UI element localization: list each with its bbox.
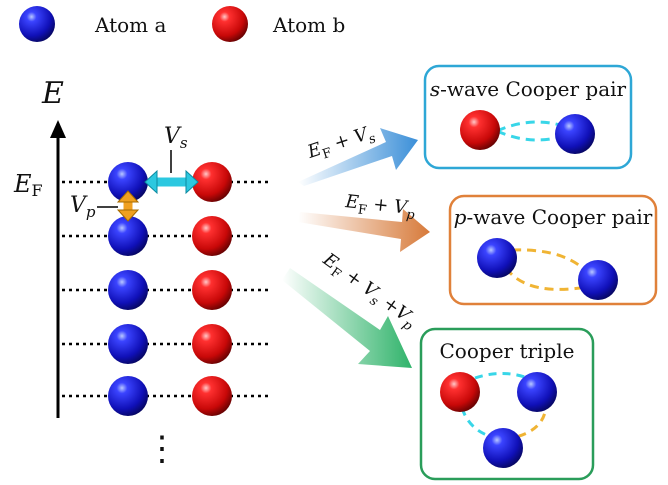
legend: Atom a Atom b xyxy=(19,6,345,42)
s-wave-box: s-wave Cooper pair xyxy=(423,64,633,170)
triple-atom-b xyxy=(440,372,480,412)
atom-a xyxy=(108,270,148,310)
atom-b xyxy=(192,324,232,364)
atom-a xyxy=(108,324,148,364)
atom-b xyxy=(192,270,232,310)
s-wave-title: s-wave Cooper pair xyxy=(430,77,627,101)
atom-a xyxy=(108,162,148,202)
atom-b xyxy=(192,376,232,416)
legend-atom-b-marker xyxy=(212,6,248,42)
energy-levels xyxy=(62,162,270,416)
arrow-triple-label: EF + Vs +Vp xyxy=(316,248,421,334)
vs-coupling: Vs xyxy=(144,124,199,195)
s-wave-atom-b xyxy=(460,110,500,150)
atom-a xyxy=(108,376,148,416)
arrow-triple: EF + Vs +Vp xyxy=(282,248,421,368)
vs-label: Vs xyxy=(164,124,188,152)
vp-coupling: Vp xyxy=(70,190,140,222)
triple-atom-a-2 xyxy=(483,428,523,468)
p-wave-atom-a-2 xyxy=(578,260,618,300)
vp-label: Vp xyxy=(70,193,96,221)
atom-b xyxy=(192,162,232,202)
legend-atom-a-marker xyxy=(19,6,55,42)
p-wave-box: p-wave Cooper pair xyxy=(448,194,658,306)
triple-atom-a-1 xyxy=(517,372,557,412)
energy-axis: E EF xyxy=(13,76,66,418)
arrow-p-wave: EF + Vp xyxy=(298,191,430,252)
p-wave-atom-a-1 xyxy=(477,238,517,278)
triple-box: Cooper triple xyxy=(419,327,595,481)
fermi-level-label: EF xyxy=(13,170,43,200)
s-wave-atom-a xyxy=(555,114,595,154)
continuation-dots: ⋮ xyxy=(145,429,179,469)
energy-axis-label: E xyxy=(41,76,64,111)
legend-atom-a-label: Atom a xyxy=(94,13,166,37)
legend-atom-b-label: Atom b xyxy=(272,13,345,37)
atom-a xyxy=(108,216,148,256)
arrow-s-wave: EF + Vs xyxy=(298,123,418,186)
triple-title: Cooper triple xyxy=(440,339,575,363)
atom-b xyxy=(192,216,232,256)
p-wave-title: p-wave Cooper pair xyxy=(454,205,653,229)
arrow-p-wave-label: EF + Vp xyxy=(343,191,417,223)
